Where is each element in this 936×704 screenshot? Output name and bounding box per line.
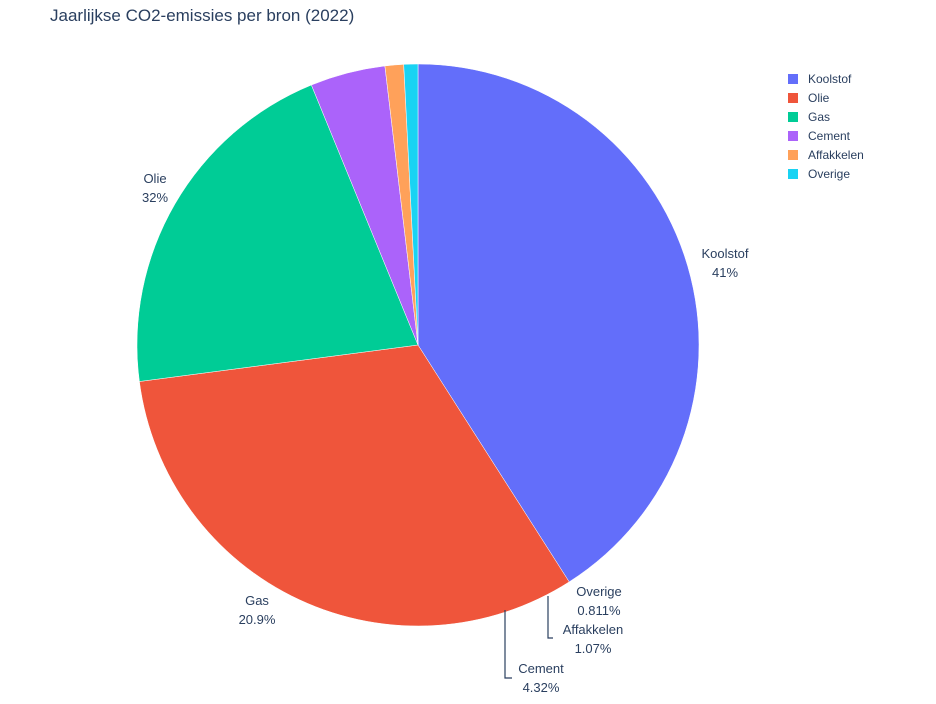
slice-label-overige: Overige 0.811% bbox=[576, 584, 622, 618]
legend-item-koolstof[interactable]: Koolstof bbox=[788, 69, 864, 88]
legend-swatch bbox=[788, 73, 798, 84]
legend-item-cement[interactable]: Cement bbox=[788, 126, 864, 145]
leader-line-cement bbox=[504, 610, 512, 679]
legend-label: Overige bbox=[808, 166, 851, 181]
pie-slice-overige[interactable] bbox=[403, 63, 419, 346]
chart-title: Jaarlijkse CO2-emissies per bron (2022) bbox=[50, 6, 355, 25]
legend-item-gas[interactable]: Gas bbox=[788, 107, 864, 126]
legend-label: Koolstof bbox=[808, 71, 852, 86]
slice-label-affakkelen: Affakkelen 1.07% bbox=[563, 622, 623, 656]
slice-label-cement: Cement 4.32% bbox=[518, 661, 564, 695]
legend: Koolstof Olie Gas Cement Affakkelen Overige bbox=[788, 69, 864, 183]
legend-label: Affakkelen bbox=[808, 147, 864, 162]
slices-group bbox=[136, 63, 700, 627]
legend-swatch bbox=[788, 149, 798, 160]
legend-item-affakkelen[interactable]: Affakkelen bbox=[788, 145, 864, 164]
pie-slice-gas[interactable] bbox=[136, 84, 419, 382]
legend-swatch bbox=[788, 168, 798, 179]
legend-label: Olie bbox=[808, 90, 830, 105]
pie-slice-koolstof[interactable] bbox=[417, 63, 700, 583]
leader-lines-group bbox=[504, 596, 553, 679]
legend-swatch bbox=[788, 92, 798, 103]
legend-item-overige[interactable]: Overige bbox=[788, 164, 864, 183]
legend-item-olie[interactable]: Olie bbox=[788, 88, 864, 107]
slice-label-gas: Gas 20.9% bbox=[239, 593, 276, 627]
legend-swatch bbox=[788, 130, 798, 141]
pie-slice-olie[interactable] bbox=[139, 344, 570, 627]
slice-labels-group: Koolstof 41% Olie 32% Gas 20.9% Cement 4.32% Aff… bbox=[142, 171, 749, 695]
legend-label: Cement bbox=[808, 128, 851, 143]
legend-swatch bbox=[788, 111, 798, 122]
slice-label-olie: Olie 32% bbox=[142, 171, 168, 205]
leader-line-affakkelen bbox=[547, 596, 553, 639]
slice-label-koolstof: Koolstof 41% bbox=[702, 246, 749, 280]
legend-label: Gas bbox=[808, 109, 831, 124]
